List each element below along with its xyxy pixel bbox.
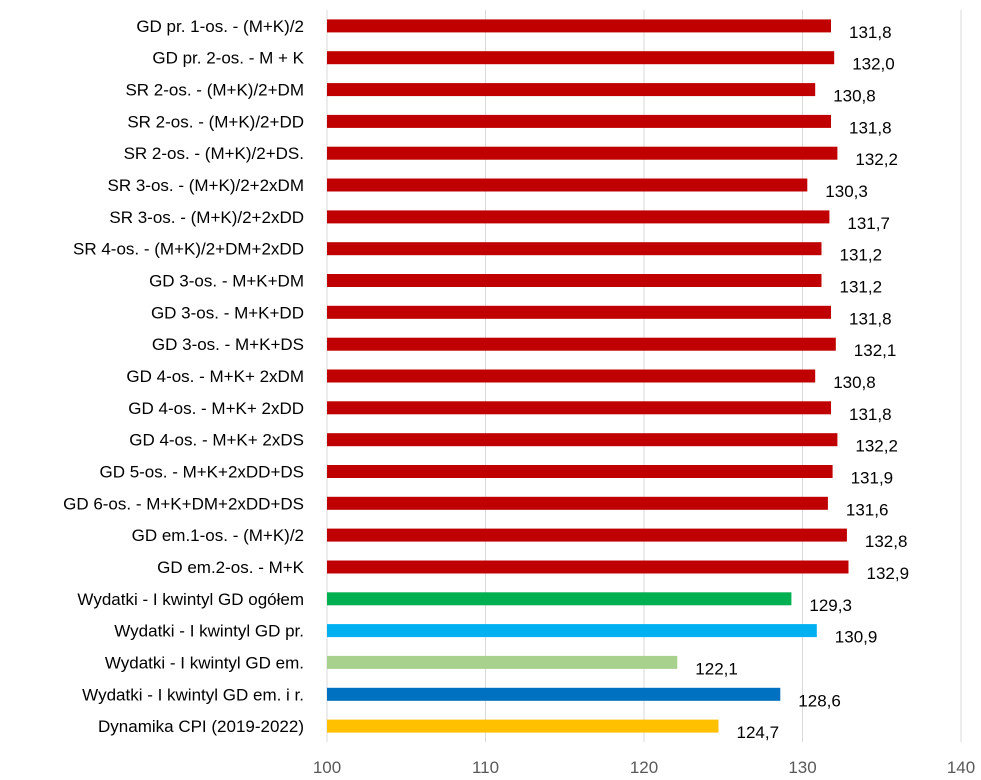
bar bbox=[327, 51, 835, 65]
data-label: 122,1 bbox=[695, 659, 738, 678]
data-label: 131,2 bbox=[840, 246, 883, 265]
bar bbox=[327, 496, 828, 510]
category-label: Dynamika CPI (2019-2022) bbox=[98, 717, 304, 736]
data-label: 131,8 bbox=[849, 23, 892, 42]
bar bbox=[327, 210, 830, 224]
data-label: 130,9 bbox=[835, 628, 878, 647]
bar bbox=[327, 624, 817, 638]
data-label: 132,2 bbox=[855, 150, 898, 169]
category-labels: GD pr. 1-os. - (M+K)/2 GD pr. 2-os. - M +… bbox=[63, 17, 305, 736]
bar bbox=[327, 592, 792, 606]
data-label: 130,3 bbox=[825, 182, 868, 201]
data-label: 131,2 bbox=[840, 278, 883, 297]
category-label: SR 4-os. - (M+K)/2+DM+2xDD bbox=[73, 240, 304, 259]
category-label: Wydatki - I kwintyl GD ogółem bbox=[77, 590, 304, 609]
data-label: 131,8 bbox=[849, 405, 892, 424]
category-label: Wydatki - I kwintyl GD pr. bbox=[114, 622, 304, 641]
bar bbox=[327, 242, 822, 256]
bar bbox=[327, 146, 838, 160]
bar bbox=[327, 560, 849, 574]
data-label: 131,8 bbox=[849, 118, 892, 137]
category-label: Wydatki - I kwintyl GD em. i r. bbox=[82, 685, 304, 704]
category-label: GD 3-os. - M+K+DS bbox=[152, 335, 304, 354]
bar bbox=[327, 305, 831, 319]
data-label: 131,9 bbox=[851, 469, 894, 488]
bar bbox=[327, 655, 678, 669]
category-label: GD pr. 2-os. - M + K bbox=[152, 49, 304, 68]
category-label: SR 3-os. - (M+K)/2+2xDM bbox=[108, 176, 305, 195]
bar bbox=[327, 719, 719, 733]
bar bbox=[327, 369, 816, 383]
bar bbox=[327, 401, 831, 415]
category-label: GD pr. 1-os. - (M+K)/2 bbox=[136, 17, 304, 36]
category-label: SR 3-os. - (M+K)/2+2xDD bbox=[109, 208, 304, 227]
data-label: 124,7 bbox=[737, 723, 780, 742]
bar bbox=[327, 528, 847, 542]
bar bbox=[327, 337, 836, 351]
data-label: 132,9 bbox=[867, 564, 910, 583]
bar bbox=[327, 433, 838, 447]
bar bbox=[327, 274, 822, 287]
category-label: GD 3-os. - M+K+DM bbox=[149, 272, 304, 291]
data-label: 130,8 bbox=[833, 373, 876, 392]
bar bbox=[327, 19, 831, 33]
category-label: GD em.2-os. - M+K bbox=[157, 558, 305, 577]
data-label: 131,8 bbox=[849, 309, 892, 328]
bar bbox=[327, 114, 831, 128]
x-tick-label: 100 bbox=[313, 758, 341, 777]
bar bbox=[327, 687, 781, 701]
x-tick-label: 120 bbox=[630, 758, 658, 777]
category-label: SR 2-os. - (M+K)/2+DS. bbox=[124, 144, 304, 163]
value-labels: 131,8 132,0 130,8 131,8 132,2 130,3 131,7 131,2… bbox=[695, 23, 909, 742]
category-label: SR 2-os. - (M+K)/2+DD bbox=[127, 112, 304, 131]
x-axis-tick-labels: 100 110 120 130 140 bbox=[313, 758, 975, 777]
category-label: GD 6-os. - M+K+DM+2xDD+DS bbox=[63, 494, 304, 513]
x-tick-label: 130 bbox=[788, 758, 816, 777]
bar bbox=[327, 83, 816, 97]
category-label: GD 4-os. - M+K+ 2xDS bbox=[129, 431, 304, 450]
bar bbox=[327, 465, 833, 478]
data-label: 132,1 bbox=[854, 341, 897, 360]
data-label: 131,6 bbox=[846, 500, 889, 519]
category-label: SR 2-os. - (M+K)/2+DM bbox=[125, 81, 304, 100]
category-label: GD 5-os. - M+K+2xDD+DS bbox=[99, 463, 304, 482]
data-label: 132,8 bbox=[865, 532, 908, 551]
category-label: Wydatki - I kwintyl GD em. bbox=[105, 653, 304, 672]
data-label: 132,0 bbox=[852, 55, 895, 74]
data-label: 132,2 bbox=[855, 437, 898, 456]
category-label: GD 4-os. - M+K+ 2xDD bbox=[128, 399, 304, 418]
data-label: 130,8 bbox=[833, 87, 876, 106]
data-label: 128,6 bbox=[798, 691, 841, 710]
data-label: 131,7 bbox=[847, 214, 890, 233]
category-label: GD 4-os. - M+K+ 2xDM bbox=[126, 367, 304, 386]
x-tick-label: 110 bbox=[472, 758, 499, 777]
bar bbox=[327, 178, 808, 192]
bars bbox=[327, 19, 849, 733]
category-label: GD 3-os. - M+K+DD bbox=[151, 303, 304, 322]
category-label: GD em.1-os. - (M+K)/2 bbox=[132, 526, 304, 545]
data-label: 129,3 bbox=[809, 596, 852, 615]
x-tick-label: 140 bbox=[947, 758, 975, 777]
